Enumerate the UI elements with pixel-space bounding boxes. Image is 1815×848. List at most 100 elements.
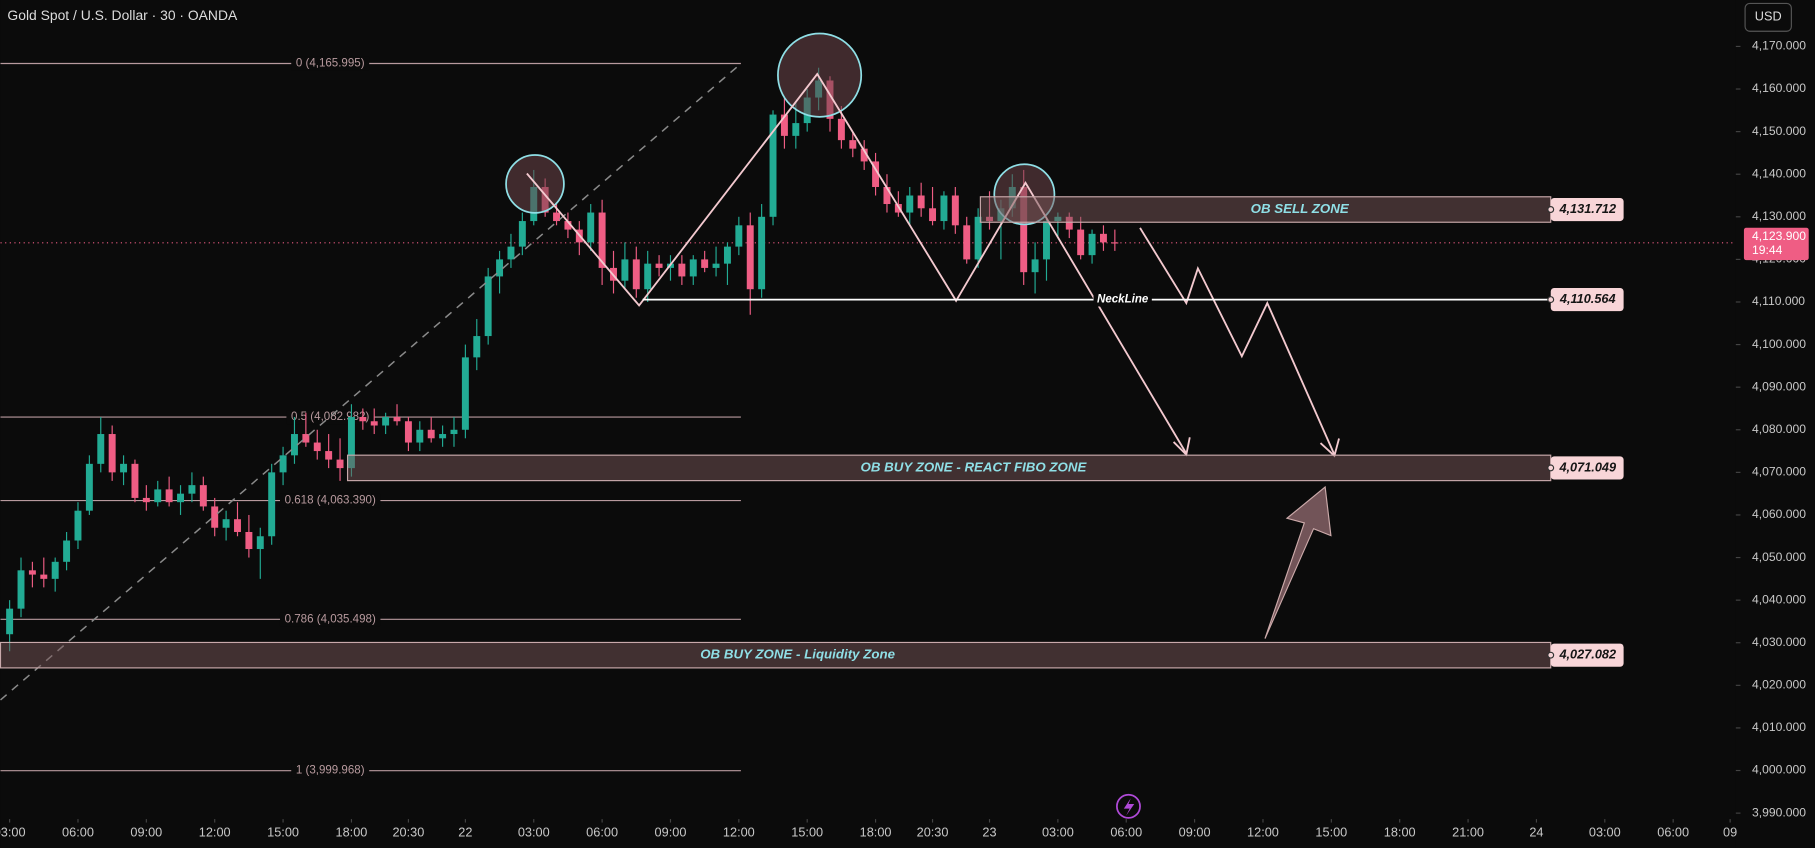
candle-body	[701, 259, 709, 268]
neckline-label-bg	[1093, 292, 1152, 307]
candle-body	[940, 195, 948, 222]
candle-body	[712, 263, 720, 268]
last-price-label: 4,123.900	[1752, 229, 1806, 243]
candle-body	[792, 123, 800, 136]
fib-label-bg	[279, 612, 381, 627]
price-tag-label: 4,027.082	[1558, 647, 1616, 662]
candle-body	[108, 434, 116, 473]
candle-body	[1088, 233, 1096, 256]
candle-body	[1111, 242, 1119, 244]
candle-body	[473, 336, 481, 358]
price-tag	[1550, 197, 1624, 222]
y-tick-label: 4,070.000	[1752, 465, 1806, 479]
candle-body	[165, 489, 173, 503]
candle-body	[222, 519, 230, 528]
candle-body	[621, 259, 629, 281]
candle-body	[97, 434, 105, 464]
projection-path	[1139, 227, 1336, 456]
candle-body	[359, 416, 367, 422]
x-tick-label: 18:00	[336, 824, 368, 839]
x-tick-label: 03:00	[518, 824, 550, 839]
candle-body	[929, 208, 937, 222]
x-tick-label: 21:00	[1452, 824, 1484, 839]
zone-box	[346, 454, 1552, 482]
candle-body	[63, 540, 71, 562]
candle-body	[51, 561, 59, 579]
candle-body	[484, 276, 492, 337]
candle-body	[518, 221, 526, 247]
x-tick-label: 18:00	[860, 824, 892, 839]
tag-anchor	[1547, 296, 1555, 304]
zone-label: OB BUY ZONE - Liquidity Zone	[700, 647, 895, 662]
tag-anchor	[1547, 651, 1555, 659]
x-tick-label: 09:00	[1179, 824, 1211, 839]
x-tick-label: 03:00	[0, 824, 26, 839]
candle-body	[1031, 259, 1039, 273]
candle-body	[256, 536, 264, 550]
price-axis-bg	[1735, 0, 1815, 848]
candle-body	[849, 140, 857, 149]
zone-box	[0, 641, 1552, 669]
candle-body	[85, 463, 93, 511]
y-tick-label: 4,150.000	[1752, 124, 1806, 138]
highlight-circle	[777, 32, 863, 118]
fib-label: 0 (4,165.995)	[296, 58, 365, 70]
candle-body	[507, 246, 515, 260]
candle-body	[211, 506, 219, 528]
candle-body	[723, 246, 731, 264]
candle-body	[302, 434, 310, 443]
currency-box	[1744, 2, 1792, 32]
y-tick-label: 3,990.000	[1752, 805, 1806, 819]
x-tick-label: 06:00	[1657, 824, 1689, 839]
candle-body	[74, 510, 82, 541]
y-tick-label: 4,040.000	[1752, 592, 1806, 606]
price-tag	[1550, 643, 1624, 667]
candle-body	[290, 434, 298, 456]
candle-body	[347, 416, 355, 469]
candle-body	[917, 195, 925, 209]
candle-body	[439, 434, 447, 439]
y-tick-label: 4,000.000	[1752, 763, 1806, 777]
price-tag-label: 4,131.712	[1558, 201, 1616, 216]
x-tick-label: 24	[1529, 824, 1543, 839]
y-tick-label: 4,020.000	[1752, 678, 1806, 692]
candle-body	[268, 472, 276, 537]
pattern-path	[526, 72, 1188, 454]
candle-body	[279, 455, 287, 473]
y-tick-label: 4,130.000	[1752, 209, 1806, 223]
chart-title: Gold Spot / U.S. Dollar · 30 · OANDA	[7, 7, 238, 23]
candle-body	[587, 212, 595, 243]
candle-body	[450, 429, 458, 435]
x-tick-label: 15:00	[267, 824, 299, 839]
x-tick-label: 23	[982, 824, 996, 839]
candle-body	[370, 421, 378, 426]
fib-label: 1 (3,999.968)	[296, 765, 365, 777]
candle-body	[553, 212, 561, 222]
y-tick-label: 4,010.000	[1752, 720, 1806, 734]
candle-body	[1099, 233, 1107, 243]
candle-body	[780, 114, 788, 136]
currency: USD	[1755, 9, 1782, 24]
lightning	[1123, 798, 1135, 816]
candle-body	[655, 263, 663, 268]
y-tick-label: 4,030.000	[1752, 635, 1806, 649]
up-arrow	[1264, 485, 1332, 639]
x-tick-label: 03:00	[1042, 824, 1074, 839]
candle-body	[872, 161, 880, 187]
x-tick-label: 12:00	[723, 824, 755, 839]
last-price-tag	[1743, 227, 1809, 261]
fib-label-bg	[279, 493, 381, 508]
tag-anchor	[1547, 464, 1555, 472]
candle-body	[199, 485, 207, 507]
price-tag-label: 4,110.564	[1559, 291, 1616, 306]
x-tick-label: 18:00	[1384, 824, 1416, 839]
fib-label-bg	[291, 56, 370, 71]
y-tick-label: 4,050.000	[1752, 550, 1806, 564]
event-icon	[1116, 793, 1141, 819]
candle-body	[120, 463, 128, 473]
candle-body	[325, 451, 333, 460]
neckline-label: NeckLine	[1097, 294, 1149, 306]
